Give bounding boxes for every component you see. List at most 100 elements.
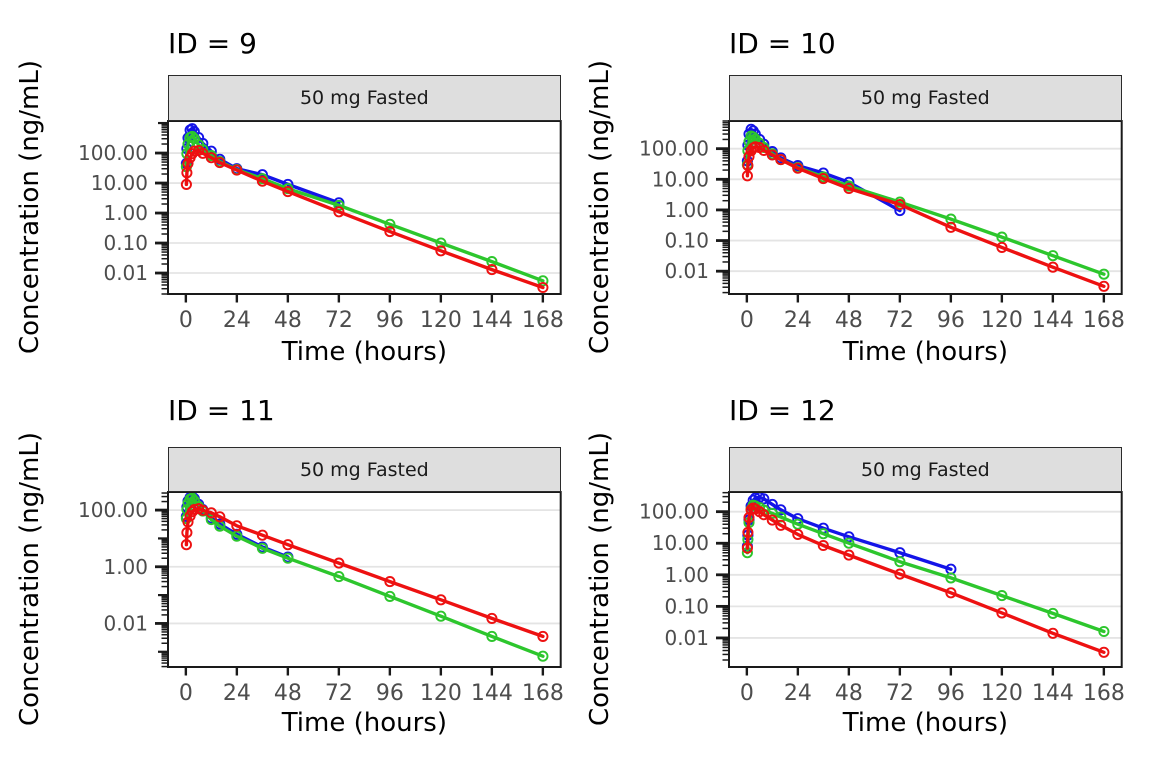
x-axis-title: Time (hours) [281, 708, 447, 738]
y-tick-label: 1.00 [664, 198, 709, 222]
plot-area: 0.01 0.10 1.00 10.00 100.00 0 24 48 72 96 120 144 16… [639, 120, 1125, 333]
data-point [996, 607, 1008, 619]
data-point [537, 650, 549, 662]
y-tick-label: 100.00 [639, 500, 709, 524]
x-axis-ticks: 0 24 48 72 96 120 144 168 [179, 667, 564, 706]
plot-area: 0.01 0.10 1.00 10.00 100.00 0 24 48 72 96 120 144 16… [78, 120, 564, 333]
x-tick-label: 0 [740, 308, 754, 333]
x-tick-label: 72 [325, 681, 353, 706]
data-point [945, 213, 957, 225]
data-point [537, 281, 549, 294]
data-point [894, 556, 906, 568]
series-red [741, 502, 1110, 658]
data-point [186, 148, 198, 160]
data-point [747, 131, 759, 143]
data-point [384, 218, 396, 230]
panel-title: ID = 9 [168, 27, 257, 60]
facet-strip-label: 50 mg Fasted [860, 458, 990, 481]
x-tick-label: 120 [981, 308, 1023, 333]
x-tick-label: 72 [886, 681, 914, 706]
data-point [180, 178, 192, 190]
x-tick-label: 0 [179, 681, 193, 706]
y-tick-label: 1.00 [664, 563, 709, 587]
y-tick-label: 1.00 [103, 201, 148, 225]
data-point [843, 549, 855, 561]
x-tick-label: 96 [376, 308, 404, 333]
data-point [182, 516, 194, 528]
data-point [792, 518, 804, 530]
x-tick-label: 168 [1083, 681, 1125, 706]
data-point [384, 590, 396, 602]
y-tick-label: 0.01 [664, 626, 709, 650]
panel-border [728, 120, 1123, 295]
data-point [1047, 261, 1059, 273]
y-axis-ticks: 0.01 0.10 1.00 10.00 100.00 [639, 120, 729, 294]
data-point [741, 542, 753, 554]
panel-title: ID = 10 [729, 27, 836, 60]
data-point [1098, 268, 1110, 280]
x-tick-label: 120 [420, 308, 462, 333]
x-tick-label: 24 [223, 681, 251, 706]
data-point [181, 503, 193, 516]
y-axis-title: Concentration (ng/mL) [585, 431, 615, 727]
data-point [758, 493, 770, 505]
data-point [945, 572, 957, 584]
y-axis-title: Concentration (ng/mL) [585, 59, 615, 355]
y-axis-title: Concentration (ng/mL) [15, 431, 45, 727]
data-point [792, 162, 804, 174]
data-point [486, 264, 498, 276]
y-tick-label: 0.01 [664, 259, 709, 283]
y-axis-ticks: 0.01 1.00 100.00 [78, 492, 168, 668]
y-axis-ticks: 0.01 0.10 1.00 10.00 100.00 [639, 491, 729, 661]
x-tick-label: 0 [740, 681, 754, 706]
data-point [743, 512, 755, 524]
data-point [1047, 627, 1059, 639]
data-point [743, 151, 755, 163]
data-point [775, 154, 787, 166]
facet-strip-label: 50 mg Fasted [860, 87, 990, 109]
data-point [435, 594, 447, 606]
y-tick-label: 100.00 [78, 141, 148, 165]
x-tick-label: 144 [471, 308, 513, 333]
data-point [1047, 250, 1059, 262]
data-point [792, 528, 804, 540]
data-point [435, 245, 447, 257]
data-point [384, 576, 396, 588]
data-point [384, 226, 396, 238]
data-point [817, 528, 829, 540]
data-point [758, 144, 770, 156]
data-point [758, 509, 770, 521]
data-point [282, 552, 294, 564]
data-point [180, 539, 192, 551]
x-tick-label: 144 [1032, 681, 1074, 706]
data-point [186, 130, 198, 142]
data-point [256, 529, 268, 541]
series-red [180, 144, 549, 294]
data-point [843, 537, 855, 549]
y-tick-label: 0.01 [103, 611, 148, 635]
data-point [333, 571, 345, 583]
y-axis-title: Concentration (ng/mL) [15, 59, 45, 355]
data-point [214, 157, 226, 169]
facet-panel-id-12: 0.01 0.10 1.00 10.00 100.00 0 24 48 72 96 120 144 16… [576, 384, 1152, 768]
x-axis-ticks: 0 24 48 72 96 120 144 168 [740, 667, 1125, 706]
y-tick-label: 10.00 [652, 531, 709, 555]
data-point [486, 256, 498, 268]
panel-title: ID = 12 [729, 394, 836, 427]
y-tick-label: 100.00 [78, 498, 148, 522]
data-point [181, 527, 193, 539]
x-tick-label: 48 [274, 681, 302, 706]
data-point [996, 590, 1008, 602]
x-tick-label: 24 [784, 681, 812, 706]
data-point [186, 506, 198, 518]
plot-area: 0.01 0.10 1.00 10.00 100.00 0 24 48 72 96 120 144 16… [639, 491, 1125, 706]
y-tick-label: 1.00 [103, 555, 148, 579]
plot-area: 0.01 1.00 100.00 0 24 48 72 96 120 144 168 [78, 491, 564, 706]
series-red [180, 503, 549, 642]
data-point [282, 186, 294, 198]
facet-strip-label: 50 mg Fasted [299, 458, 429, 481]
x-tick-label: 72 [886, 308, 914, 333]
x-tick-label: 24 [223, 308, 251, 333]
y-tick-label: 0.01 [103, 261, 148, 285]
